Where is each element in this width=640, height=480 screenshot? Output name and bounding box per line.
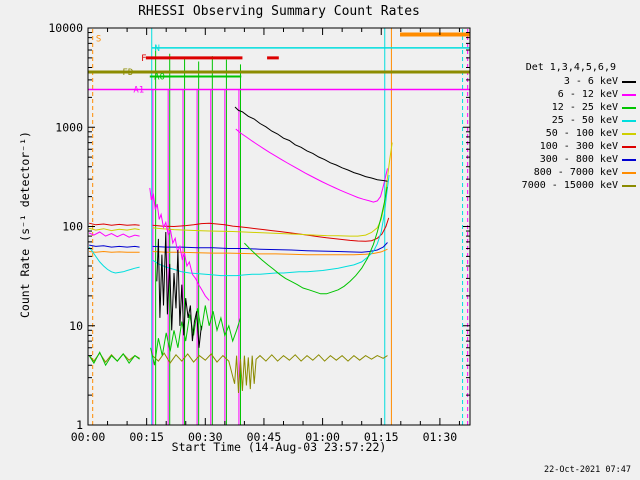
legend-entries: 3 - 6 keV 6 - 12 keV 12 - 25 keV 25 - 50 ke… <box>522 75 636 192</box>
legend-title: Det 1,3,4,5,6,9 <box>525 62 616 73</box>
series-line-3-6keV <box>156 231 202 348</box>
x-tick-label: 00:30 <box>188 430 223 444</box>
x-tick-label: 01:30 <box>423 430 458 444</box>
series-line-25-50keV <box>152 174 390 277</box>
legend-entry-swatch <box>622 184 636 187</box>
series-line-800-7000keV <box>152 248 388 256</box>
series-line-800-7000keV <box>89 250 140 253</box>
series-line-6-12keV <box>149 187 210 301</box>
flag-label-N: N <box>154 44 159 54</box>
axes-frame <box>87 27 471 426</box>
legend-entry-swatch <box>622 132 636 135</box>
legend-entry: 50 - 100 keV <box>522 127 636 140</box>
legend-entry: 800 - 7000 keV <box>522 166 636 179</box>
legend-entry: 7000 - 15000 keV <box>522 179 636 192</box>
legend-entry: 3 - 6 keV <box>522 75 636 88</box>
legend-entry-swatch <box>622 119 636 122</box>
x-tick-label: 01:15 <box>364 430 399 444</box>
series-line-100-300keV <box>89 222 140 226</box>
legend-entry-swatch <box>622 80 636 83</box>
creation-timestamp: 22-Oct-2021 07:47 <box>544 465 631 475</box>
series-line-50-100keV <box>89 227 140 232</box>
x-tick-label: 01:00 <box>305 430 340 444</box>
legend-entry-label: 50 - 100 keV <box>545 128 618 139</box>
legend-entry-label: 12 - 25 keV <box>551 102 618 113</box>
y-tick-label: 100 <box>62 220 83 234</box>
legend-entry-swatch <box>622 145 636 148</box>
legend-entry-label: 7000 - 15000 keV <box>521 180 618 191</box>
series-line-300-800keV <box>89 244 140 248</box>
x-tick-label: 00:45 <box>247 430 282 444</box>
y-tick-label: 10000 <box>48 21 83 35</box>
legend-entry-swatch <box>622 158 636 161</box>
legend-entry-label: 100 - 300 keV <box>539 141 618 152</box>
series-line-50-100keV <box>152 142 393 237</box>
flag-label-F: F <box>141 54 146 64</box>
flag-label-A0: A0 <box>154 72 165 82</box>
flag-label-S: S <box>96 35 101 45</box>
series-line-12-25keV <box>150 305 241 366</box>
flag-label-A1: A1 <box>133 86 144 96</box>
series-line-3-6keV <box>234 106 388 182</box>
series-line-6-12keV <box>88 231 140 238</box>
series-line-25-50keV <box>88 246 140 274</box>
legend-entry: 300 - 800 keV <box>522 153 636 166</box>
chart-title: RHESSI Observing Summary Count Rates <box>138 4 420 19</box>
x-tick-label: 00:00 <box>71 430 106 444</box>
series-line-7000-15000keV <box>152 352 388 394</box>
legend-entry-swatch <box>622 171 636 174</box>
legend-entry-swatch <box>622 106 636 109</box>
series-line-300-800keV <box>152 242 388 253</box>
legend-entry: 6 - 12 keV <box>522 88 636 101</box>
y-axis-label: Count Rate (s⁻¹ detector⁻¹) <box>18 131 32 318</box>
legend-entry-swatch <box>622 93 636 96</box>
series-line-6-12keV <box>235 128 388 203</box>
x-axis-label: Start Time (14-Aug-03 23:57:22) <box>171 440 387 454</box>
y-tick-label: 1 <box>76 418 83 432</box>
legend-entry: 25 - 50 keV <box>522 114 636 127</box>
legend-entry: 12 - 25 keV <box>522 101 636 114</box>
legend-entry-label: 6 - 12 keV <box>557 89 618 100</box>
legend-entry-label: 800 - 7000 keV <box>533 167 618 178</box>
x-tick-label: 00:15 <box>129 430 164 444</box>
y-tick-label: 10 <box>69 319 83 333</box>
legend: Det 1,3,4,5,6,9 3 - 6 keV 6 - 12 keV 12 - … <box>522 62 636 192</box>
legend-entry-label: 25 - 50 keV <box>551 115 618 126</box>
y-tick-label: 1000 <box>55 120 83 134</box>
legend-entry-label: 3 - 6 keV <box>563 76 618 87</box>
series-line-100-300keV <box>152 217 390 242</box>
legend-entry: 100 - 300 keV <box>522 140 636 153</box>
series-line-12-25keV <box>88 351 140 367</box>
flag-label-FD: FD <box>122 68 133 78</box>
legend-entry-label: 300 - 800 keV <box>539 154 618 165</box>
series-line-12-25keV <box>244 186 388 295</box>
